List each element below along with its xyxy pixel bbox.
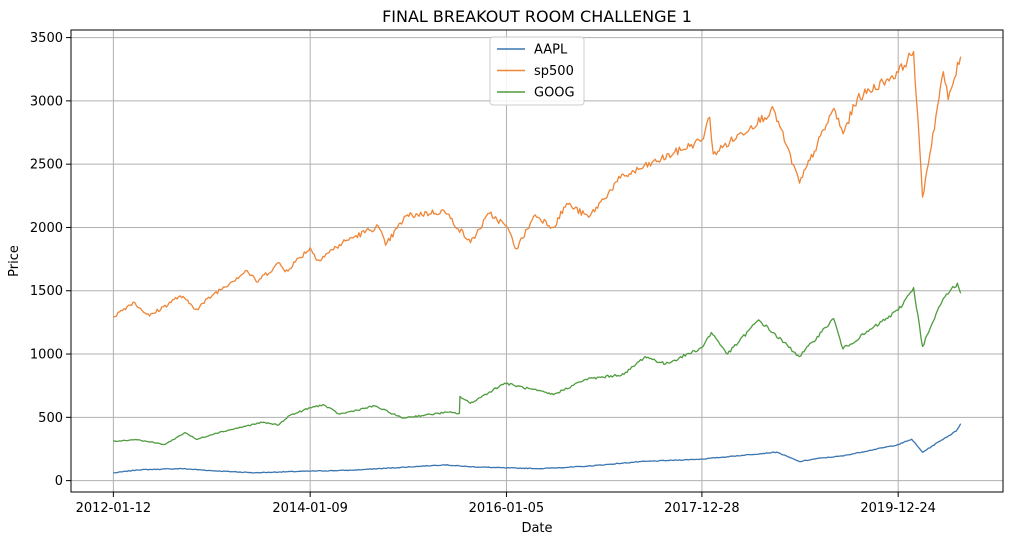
y-tick-label: 2000: [30, 221, 63, 236]
series-layer: [113, 50, 962, 474]
legend-label-sp500: sp500: [534, 64, 574, 79]
legend-box: [489, 36, 585, 106]
series-line-sp500: [113, 50, 962, 318]
series-line-goog: [113, 282, 962, 446]
y-tick-label: 3000: [30, 94, 63, 109]
x-tick-label: 2012-01-12: [76, 501, 152, 516]
plot-frame: [70, 29, 1004, 493]
y-tick-label: 500: [38, 411, 63, 426]
legend-label-aapl: AAPL: [534, 43, 568, 58]
chart-title: FINAL BREAKOUT ROOM CHALLENGE 1: [382, 7, 692, 26]
legend: AAPL sp500 GOOG: [489, 36, 585, 106]
tick-layer: 2012-01-12 2014-01-09 2016-01-05 2017-12-28…: [30, 31, 936, 516]
y-tick-label: 2500: [30, 158, 63, 173]
y-tick-label: 3500: [30, 31, 63, 46]
y-tick-label: 1500: [30, 284, 63, 299]
legend-label-goog: GOOG: [534, 86, 575, 101]
x-tick-label: 2019-12-24: [860, 501, 936, 516]
y-tick-label: 1000: [30, 348, 63, 363]
x-tick-label: 2016-01-05: [469, 501, 545, 516]
x-tick-label: 2017-12-28: [664, 501, 740, 516]
x-axis-label: Date: [521, 521, 552, 536]
y-tick-label: 0: [55, 474, 63, 489]
x-tick-label: 2014-01-09: [272, 501, 348, 516]
y-axis-label: Price: [7, 245, 22, 277]
grid-layer: [71, 30, 1003, 492]
series-line-aapl: [113, 423, 962, 474]
